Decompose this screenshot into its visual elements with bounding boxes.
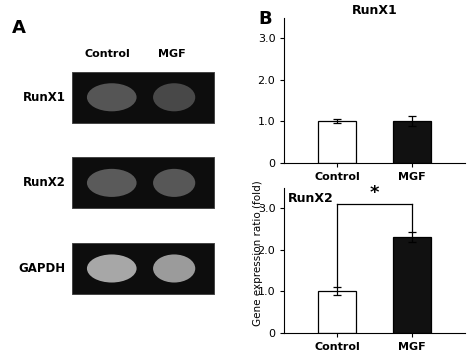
Bar xyxy=(72,158,214,209)
Bar xyxy=(72,72,214,123)
Title: RunX1: RunX1 xyxy=(352,4,397,17)
Ellipse shape xyxy=(87,255,137,282)
Text: MGF: MGF xyxy=(158,48,186,59)
Text: RunX2: RunX2 xyxy=(23,176,66,189)
Bar xyxy=(318,121,356,163)
Bar xyxy=(393,121,431,163)
Ellipse shape xyxy=(153,169,195,197)
Text: GAPDH: GAPDH xyxy=(18,262,66,275)
Text: RunX2: RunX2 xyxy=(288,192,334,205)
Text: Control: Control xyxy=(85,48,130,59)
Ellipse shape xyxy=(153,83,195,111)
Bar xyxy=(318,291,356,333)
Text: Gene expression ratio (fold): Gene expression ratio (fold) xyxy=(253,180,264,326)
Text: RunX1: RunX1 xyxy=(23,91,66,104)
Ellipse shape xyxy=(87,83,137,111)
Ellipse shape xyxy=(153,255,195,282)
Text: B: B xyxy=(258,10,272,28)
Ellipse shape xyxy=(87,169,137,197)
Bar xyxy=(72,243,214,294)
Bar xyxy=(393,238,431,333)
Text: *: * xyxy=(370,184,379,202)
Text: A: A xyxy=(11,19,26,37)
